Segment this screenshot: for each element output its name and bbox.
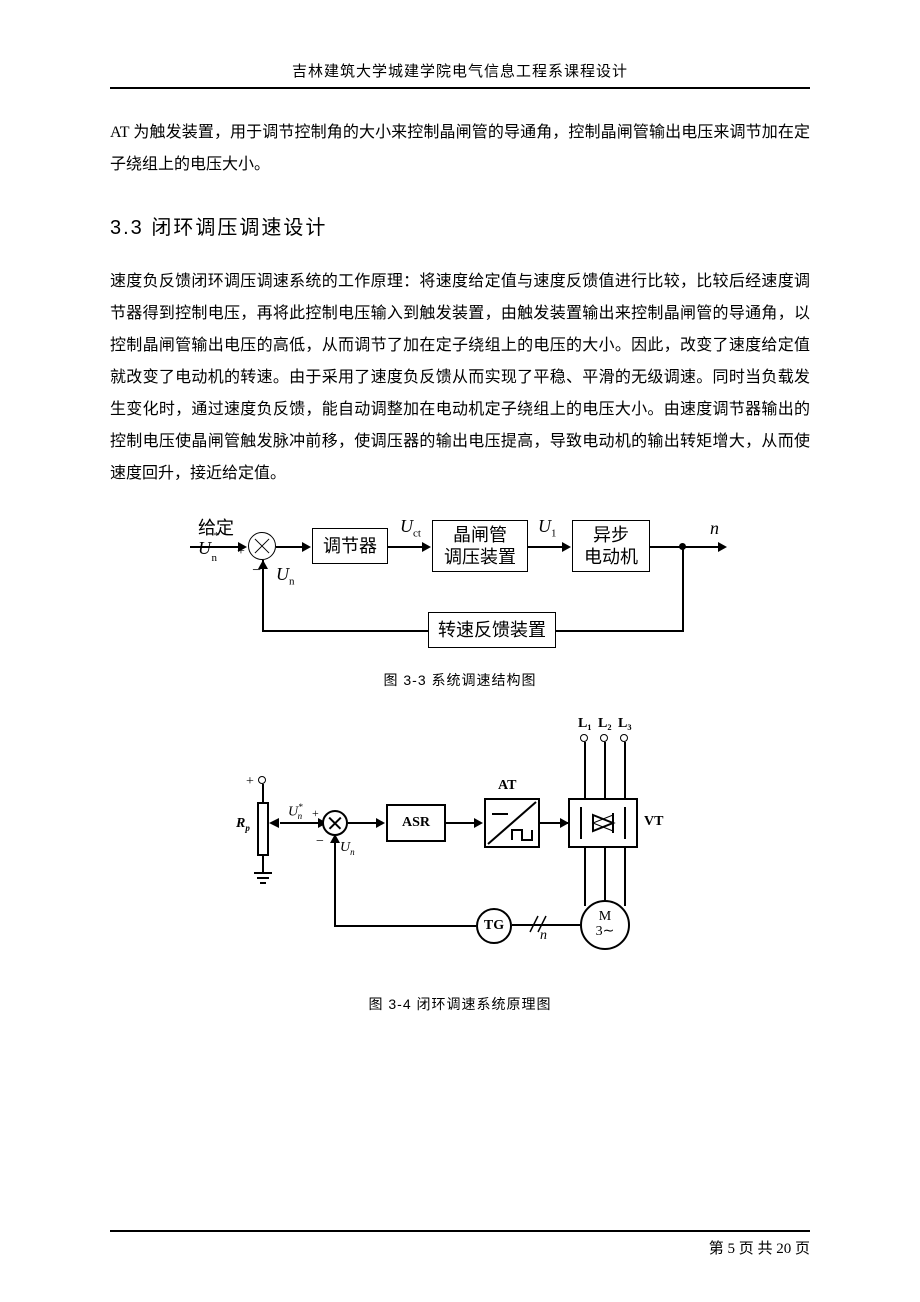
figure-3-3-diagram: 给定 U*n + − 调节器 Uct 晶闸管调压装置 U1 异步电动机 (180, 512, 740, 662)
footer-rule (110, 1230, 810, 1232)
figure-3-4-caption: 图 3-4 闭环调速系统原理图 (110, 994, 810, 1014)
section-paragraph: 速度负反馈闭环调压调速系统的工作原理：将速度给定值与速度反馈值进行比较，比较后经… (110, 266, 810, 490)
section-title: 闭环调压调速设计 (151, 217, 327, 239)
fig2-asr-block: ASR (386, 804, 446, 842)
fig1-block-regulator: 调节器 (312, 528, 388, 564)
fig2-vt-label: VT (644, 814, 663, 830)
fig1-sum-plus: + (237, 544, 245, 560)
fig2-un-star: U*n (288, 802, 302, 821)
fig1-output-n: n (710, 518, 719, 539)
section-heading: 3.3 闭环调压调速设计 (110, 211, 810, 240)
page-footer: 第 5 页 共 20 页 (709, 1237, 810, 1258)
fig1-sig-uct: Uct (400, 516, 421, 540)
intro-paragraph: AT 为触发装置，用于调节控制角的大小来控制晶闸管的导通角，控制晶闸管输出电压来… (110, 117, 810, 181)
fig2-at-label: AT (498, 778, 516, 794)
fig1-sig-u1: U1 (538, 516, 557, 540)
header-rule (110, 87, 810, 89)
fig2-summing-junction (322, 810, 348, 836)
fig2-un: Un (340, 840, 355, 857)
figure-3-4-diagram: L₁ L₂ L₃ VT M3∼ n (240, 716, 680, 986)
fig1-feedback-un: Un (276, 564, 295, 588)
fig1-input-symbol: U*n (198, 538, 211, 562)
fig2-at-block (484, 798, 540, 848)
fig2-rp: Rp (236, 816, 250, 833)
fig2-sum-plus: + (312, 806, 319, 821)
fig1-block-motor: 异步电动机 (572, 520, 650, 572)
fig2-l1: L₁ (578, 716, 592, 732)
fig2-l2: L₂ (598, 716, 612, 732)
fig2-vt-block (568, 798, 638, 848)
fig1-block-feedback: 转速反馈装置 (428, 612, 556, 648)
fig1-summing-junction (248, 532, 276, 560)
fig2-sum-minus: − (316, 834, 324, 850)
fig2-l3: L₃ (618, 716, 632, 732)
fig2-motor: M3∼ (580, 900, 630, 950)
figure-3-3-caption: 图 3-3 系统调速结构图 (110, 670, 810, 690)
page-header-title: 吉林建筑大学城建学院电气信息工程系课程设计 (110, 60, 810, 81)
section-number: 3.3 (110, 217, 144, 239)
fig1-block-thyristor: 晶闸管调压装置 (432, 520, 528, 572)
fig2-tg: TG (476, 908, 512, 944)
fig2-plus: + (246, 774, 254, 790)
